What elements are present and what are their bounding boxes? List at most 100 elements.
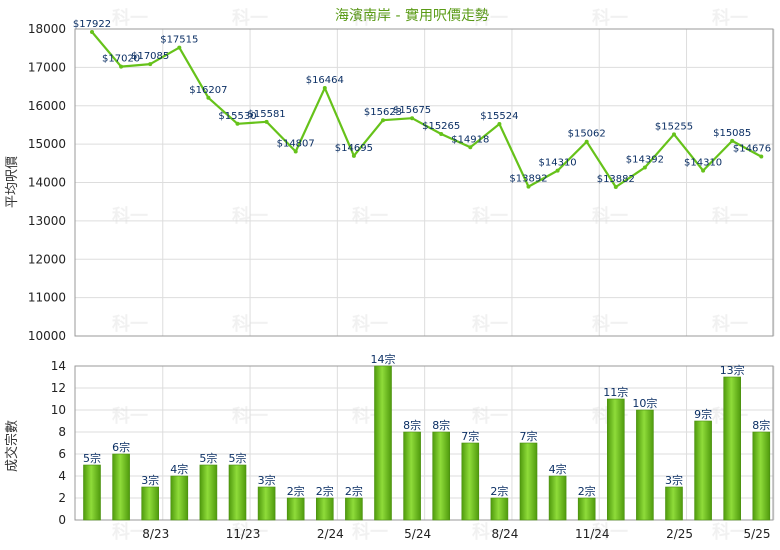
count-bars bbox=[83, 365, 771, 521]
watermark-text: 科一 bbox=[712, 205, 748, 227]
x-tick-label: 11/23 bbox=[226, 527, 261, 541]
count-bar-label: 4宗 bbox=[170, 462, 188, 476]
watermark-text: 科一 bbox=[712, 313, 748, 335]
price-point bbox=[497, 122, 502, 127]
price-data-label: $14310 bbox=[539, 158, 577, 169]
watermark-text: 科一 bbox=[472, 205, 508, 227]
count-y-tick-label: 14 bbox=[51, 359, 66, 373]
count-bar-label: 11宗 bbox=[603, 385, 628, 399]
price-point bbox=[730, 138, 735, 143]
price-point bbox=[555, 168, 560, 173]
count-bar bbox=[286, 497, 305, 521]
watermark-text: 科一 bbox=[232, 7, 268, 29]
watermark-text: 科一 bbox=[472, 521, 508, 543]
chart-title: 海濱南岸 - 實用呎價走勢 bbox=[335, 7, 489, 24]
price-point bbox=[701, 168, 706, 173]
x-tick-label: 5/24 bbox=[404, 527, 431, 541]
count-bar-label: 8宗 bbox=[432, 418, 450, 432]
count-bar bbox=[83, 464, 101, 521]
x-tick-label: 2/25 bbox=[666, 527, 693, 541]
watermark-text: 科一 bbox=[112, 521, 148, 543]
watermark-text: 科一 bbox=[592, 7, 628, 29]
count-bar bbox=[694, 420, 712, 521]
count-plot-frame bbox=[74, 365, 774, 521]
price-point bbox=[410, 116, 415, 121]
watermark-text: 科一 bbox=[472, 313, 508, 335]
price-data-label: $14392 bbox=[626, 154, 664, 165]
count-bar-labels: 5宗 6宗 3宗 4宗 5宗 5宗 3宗 2宗 2宗 2宗 14宗 8宗 8宗 7宗 2宗 7宗 4宗 2宗 11宗… bbox=[83, 352, 770, 498]
price-point bbox=[264, 119, 269, 124]
price-y-tick-label: 15000 bbox=[28, 137, 66, 151]
count-bar bbox=[636, 409, 654, 521]
watermark-text: 科一 bbox=[112, 313, 148, 335]
watermark-text: 科一 bbox=[232, 521, 268, 543]
price-plot-frame bbox=[74, 28, 774, 337]
count-bar bbox=[606, 398, 625, 521]
count-y-tick-label: 10 bbox=[51, 403, 66, 417]
watermark-text: 科一 bbox=[112, 205, 148, 227]
price-y-ticks: 10000 11000 12000 13000 14000 15000 16000 17000… bbox=[28, 22, 66, 343]
watermark-text: 科一 bbox=[352, 521, 388, 543]
price-data-label: $13882 bbox=[597, 174, 635, 185]
price-point bbox=[206, 95, 211, 100]
count-bar-label: 8宗 bbox=[403, 418, 421, 432]
count-bar bbox=[112, 453, 130, 521]
count-y-tick-label: 12 bbox=[51, 381, 66, 395]
count-y-tick-label: 6 bbox=[58, 447, 66, 461]
watermark-text: 科一 bbox=[112, 7, 148, 29]
price-data-label: $15524 bbox=[480, 111, 518, 122]
count-bar-label: 4宗 bbox=[549, 462, 567, 476]
watermark-text: 科一 bbox=[712, 7, 748, 29]
price-point bbox=[322, 85, 327, 90]
count-bar-label: 8宗 bbox=[752, 418, 770, 432]
price-data-label: $15581 bbox=[248, 109, 286, 120]
price-point bbox=[642, 165, 647, 170]
count-bar bbox=[141, 486, 159, 521]
watermark-text: 科一 bbox=[712, 521, 748, 543]
count-y-tick-label: 4 bbox=[58, 469, 66, 483]
price-point bbox=[119, 64, 124, 69]
count-bar bbox=[170, 475, 189, 521]
count-bar-label: 2宗 bbox=[316, 484, 334, 498]
count-bar-label: 10宗 bbox=[632, 396, 657, 410]
price-line-layer bbox=[90, 29, 764, 190]
price-point bbox=[439, 131, 444, 136]
price-data-label: $16464 bbox=[306, 75, 344, 86]
price-data-labels: $17922$17020$17085$17515$16207$15530$155… bbox=[73, 19, 771, 185]
price-y-tick-label: 18000 bbox=[28, 22, 66, 36]
count-bar bbox=[228, 464, 247, 521]
price-data-label: $17020 bbox=[102, 54, 140, 65]
price-data-label: $17515 bbox=[160, 35, 198, 46]
x-tick-label: 8/23 bbox=[142, 527, 169, 541]
price-y-tick-label: 13000 bbox=[28, 214, 66, 228]
watermark-text: 科一 bbox=[472, 7, 508, 29]
watermark-text: 科一 bbox=[352, 205, 388, 227]
price-data-label: $14676 bbox=[733, 144, 771, 155]
count-bar bbox=[577, 497, 596, 521]
x-tick-label: 5/25 bbox=[744, 527, 771, 541]
count-bar bbox=[199, 464, 218, 521]
count-bar-label: 3宗 bbox=[665, 473, 683, 487]
count-y-tick-label: 8 bbox=[58, 425, 66, 439]
price-data-label: $15675 bbox=[393, 105, 431, 116]
price-data-label: $15085 bbox=[713, 128, 751, 139]
count-bar-label: 3宗 bbox=[258, 473, 276, 487]
count-bar bbox=[374, 365, 392, 521]
watermark-text: 科一 bbox=[592, 205, 628, 227]
count-bar bbox=[519, 442, 538, 521]
price-point bbox=[351, 153, 356, 158]
price-y-tick-label: 14000 bbox=[28, 176, 66, 190]
count-bar-label: 5宗 bbox=[229, 451, 247, 465]
price-y-axis-title: 平均呎價 bbox=[5, 156, 20, 208]
price-data-label: $13892 bbox=[509, 174, 547, 185]
count-bar bbox=[461, 442, 480, 521]
price-y-tick-label: 16000 bbox=[28, 99, 66, 113]
x-axis-ticks: 8/23 11/23 2/24 5/24 8/24 11/24 2/25 5/25 bbox=[142, 527, 770, 541]
count-bar-label: 9宗 bbox=[694, 407, 712, 421]
x-tick-label: 2/24 bbox=[317, 527, 344, 541]
count-bar bbox=[345, 497, 363, 521]
price-data-label: $14807 bbox=[277, 139, 315, 150]
price-point bbox=[672, 132, 676, 137]
count-y-axis-title: 成交宗數 bbox=[4, 420, 20, 472]
